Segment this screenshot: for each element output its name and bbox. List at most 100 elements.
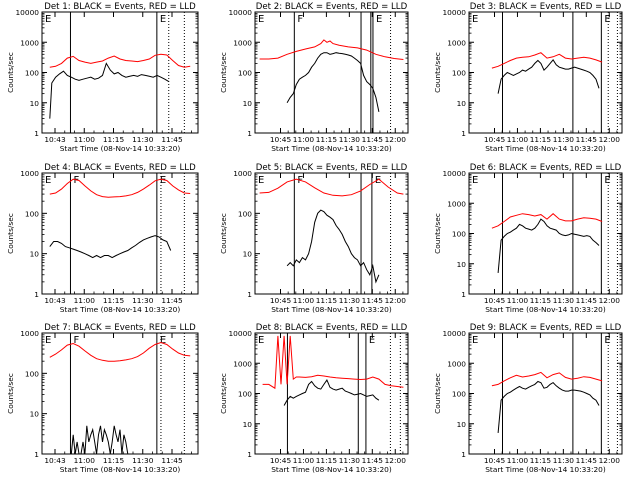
series-line-lld — [49, 53, 191, 68]
y-tick-label: 100 — [452, 390, 466, 399]
flag-letter: E — [160, 14, 166, 25]
series-line-lld — [491, 213, 603, 229]
plot-frame — [254, 172, 409, 295]
y-tick-label: 1 — [461, 450, 466, 459]
y-tick-label: 1000 — [20, 169, 39, 178]
x-tick-label: 11:15 — [103, 456, 125, 465]
panel-det-7: Det 7: BLACK = Events, RED = LLD Counts/s… — [6, 323, 199, 474]
x-tick-label: 11:45 — [362, 456, 384, 465]
x-tick-label: 11:15 — [530, 135, 552, 144]
plot-frame — [468, 172, 623, 295]
x-tick-label: 11:45 — [161, 296, 183, 305]
y-tick-label: 10 — [30, 410, 40, 419]
y-tick-label: 10 — [457, 99, 467, 108]
y-tick-label: 10000 — [442, 329, 466, 338]
series-line-events — [286, 209, 380, 284]
flag-letter: E — [45, 335, 51, 346]
x-tick-label: 11:15 — [103, 135, 125, 144]
flag-letter: E — [472, 175, 478, 186]
panel-title: Det 8: BLACK = Events, RED = LLD — [256, 323, 408, 333]
x-tick-label: 10:43 — [44, 296, 66, 305]
x-tick-label: 11:30 — [132, 456, 154, 465]
x-axis-label: Start Time (08-Nov-14 10:33:20) — [485, 305, 606, 314]
y-tick-label: 10 — [457, 260, 467, 269]
x-tick-label: 11:00 — [507, 456, 529, 465]
x-tick-label: 11:30 — [553, 456, 575, 465]
series-line-lld — [49, 178, 191, 198]
y-tick-label: 1000 — [233, 38, 252, 47]
flag-letter: E — [45, 14, 51, 25]
x-axis-label: Start Time (08-Nov-14 10:33:20) — [271, 465, 392, 474]
plot-frame — [468, 332, 623, 455]
panel-title: Det 2: BLACK = Events, RED = LLD — [256, 2, 408, 12]
y-tick-label: 100 — [238, 390, 252, 399]
x-tick-label: 11:30 — [339, 456, 361, 465]
series-line-lld — [491, 52, 603, 69]
y-tick-label: 1000 — [20, 38, 39, 47]
flag-letter: E — [258, 14, 264, 25]
series-line-events — [49, 62, 170, 119]
panel-det-8: Det 8: BLACK = Events, RED = LLD Counts/s… — [219, 323, 409, 474]
panel-title: Det 7: BLACK = Events, RED = LLD — [44, 323, 196, 333]
x-tick-label: 10:45 — [270, 135, 292, 144]
series-line-lld — [259, 178, 404, 197]
x-tick-label: 11:45 — [161, 135, 183, 144]
y-tick-label: 10000 — [228, 329, 252, 338]
series-line-events — [286, 52, 380, 113]
x-tick-label: 10:45 — [484, 296, 506, 305]
x-tick-label: 11:00 — [293, 456, 315, 465]
plot-frame — [254, 11, 409, 134]
x-tick-label: 11:15 — [530, 296, 552, 305]
y-tick-label: 1 — [247, 129, 252, 138]
panel-det-4: Det 4: BLACK = Events, RED = LLD Counts/s… — [6, 163, 199, 314]
series-line-events — [497, 218, 600, 273]
panel-title: Det 4: BLACK = Events, RED = LLD — [44, 163, 196, 173]
flag-letter: E — [45, 175, 51, 186]
x-axis-label: Start Time (08-Nov-14 10:33:20) — [271, 144, 392, 153]
y-axis-label: Counts/sec — [6, 52, 15, 93]
y-tick-label: 1 — [247, 450, 252, 459]
y-tick-label: 1 — [34, 129, 39, 138]
x-tick-label: 11:30 — [132, 296, 154, 305]
x-tick-label: 10:43 — [44, 135, 66, 144]
y-axis-label: Counts/sec — [433, 373, 442, 414]
plot-frame — [41, 172, 199, 295]
panel-det-9: Det 9: BLACK = Events, RED = LLD Counts/s… — [433, 323, 623, 474]
y-tick-label: 1000 — [20, 329, 39, 338]
panel-det-1: Det 1: BLACK = Events, RED = LLD Counts/s… — [6, 2, 199, 153]
x-tick-label: 10:45 — [270, 296, 292, 305]
x-tick-label: 11:00 — [74, 296, 96, 305]
plot-frame — [41, 11, 199, 134]
y-tick-label: 1000 — [447, 38, 466, 47]
series-line-lld — [259, 39, 404, 60]
y-axis-label: Counts/sec — [219, 213, 228, 254]
x-tick-label: 11:45 — [576, 456, 598, 465]
y-tick-label: 100 — [25, 369, 39, 378]
y-axis-label: Counts/sec — [433, 213, 442, 254]
panel-title: Det 9: BLACK = Events, RED = LLD — [470, 323, 622, 333]
y-tick-label: 1000 — [447, 199, 466, 208]
x-tick-label: 11:45 — [576, 135, 598, 144]
x-tick-label: 12:00 — [385, 456, 407, 465]
flag-letter: E — [160, 175, 166, 186]
x-tick-label: 11:15 — [316, 456, 338, 465]
y-tick-label: 10000 — [228, 8, 252, 17]
series-line-events — [497, 59, 600, 94]
x-tick-label: 10:43 — [44, 456, 66, 465]
x-tick-label: 12:00 — [599, 135, 621, 144]
y-tick-label: 10000 — [442, 169, 466, 178]
y-tick-label: 1000 — [233, 169, 252, 178]
flag-letter: E — [375, 175, 381, 186]
panel-title: Det 6: BLACK = Events, RED = LLD — [470, 163, 622, 173]
x-tick-label: 11:00 — [293, 135, 315, 144]
y-tick-label: 100 — [238, 69, 252, 78]
x-tick-label: 11:30 — [132, 135, 154, 144]
y-tick-label: 1000 — [233, 359, 252, 368]
panel-title: Det 5: BLACK = Events, RED = LLD — [256, 163, 408, 173]
x-tick-label: 11:45 — [362, 135, 384, 144]
x-tick-label: 12:00 — [385, 135, 407, 144]
x-tick-label: 11:30 — [553, 135, 575, 144]
flag-letter: E — [369, 335, 375, 346]
y-tick-label: 10 — [243, 420, 253, 429]
